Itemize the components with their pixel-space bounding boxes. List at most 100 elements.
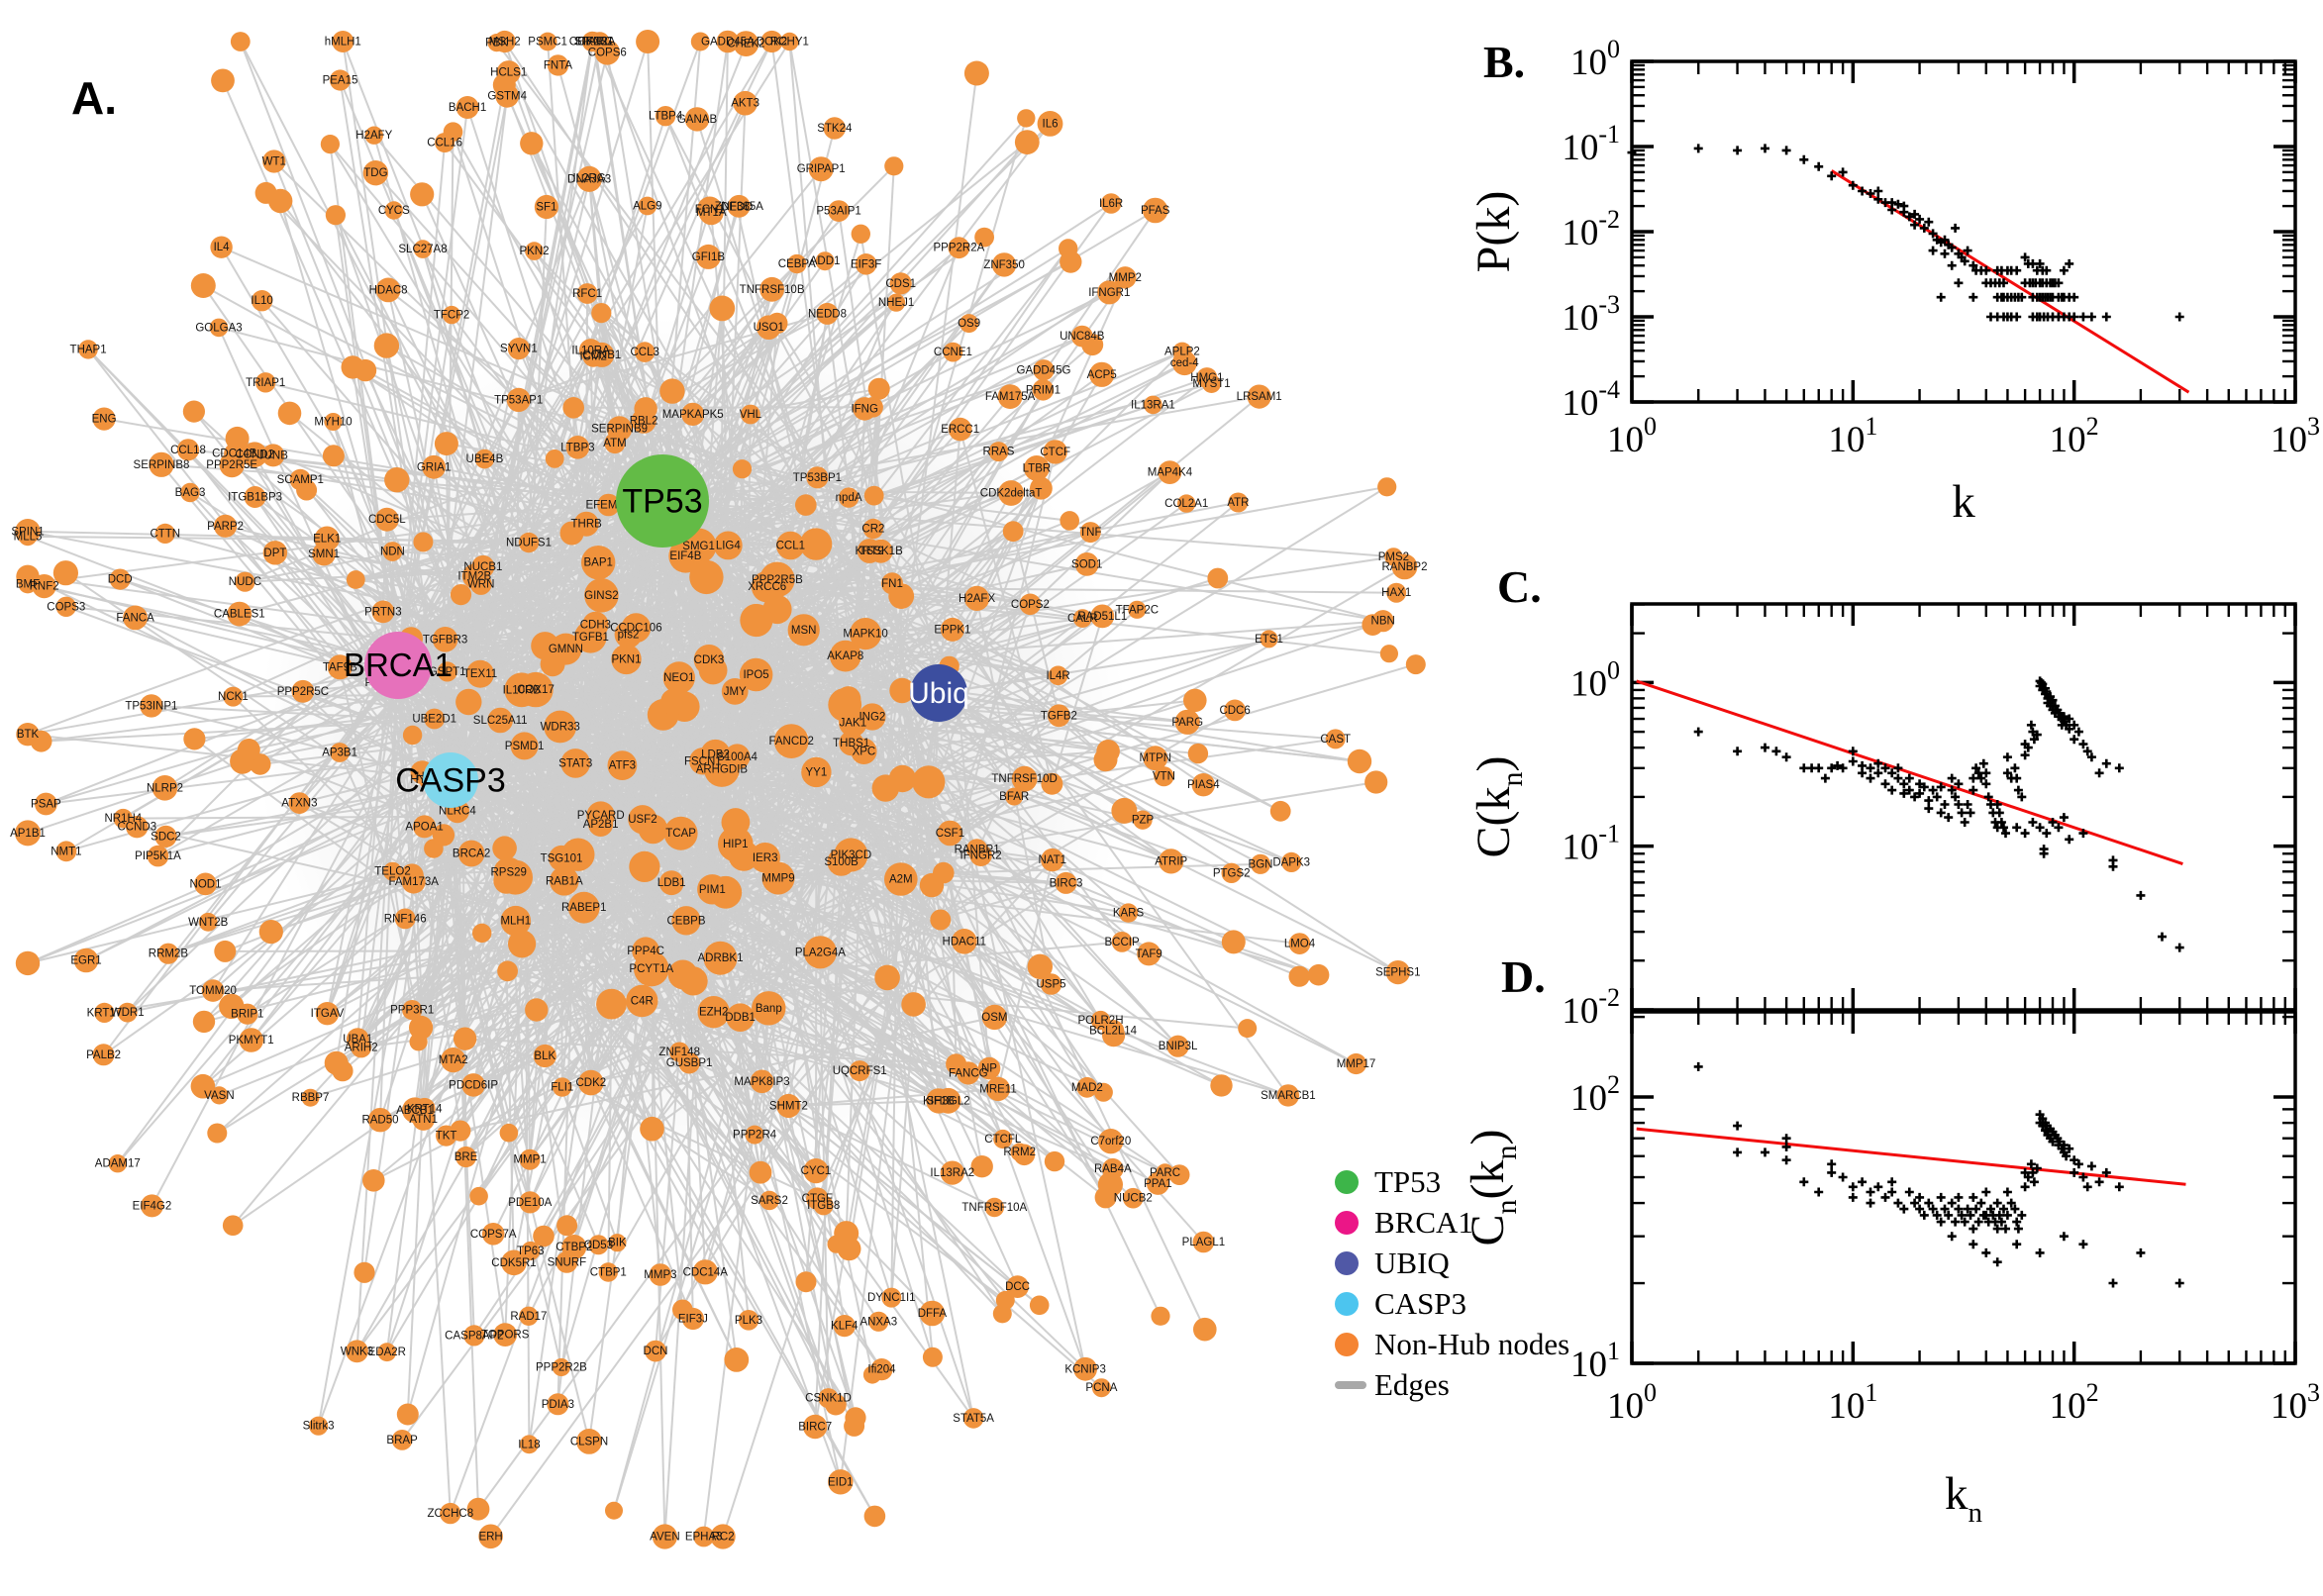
hub-node-brca1: BRCA1 — [344, 632, 453, 699]
svg-text:TP53AP1: TP53AP1 — [494, 394, 543, 406]
svg-text:EIF3J: EIF3J — [678, 1314, 708, 1326]
svg-text:CSNK1D: CSNK1D — [805, 1393, 852, 1405]
svg-text:ITGAV: ITGAV — [311, 1008, 345, 1020]
svg-text:RNF2: RNF2 — [30, 581, 59, 593]
svg-text:KARS: KARS — [1113, 908, 1145, 920]
svg-text:PMS2: PMS2 — [1378, 551, 1409, 563]
svg-text:CASP3: CASP3 — [395, 762, 506, 800]
svg-text:JAK1: JAK1 — [840, 717, 867, 729]
svg-text:AKT3: AKT3 — [731, 98, 759, 110]
svg-text:TP63: TP63 — [517, 1246, 545, 1257]
svg-text:PYCARD: PYCARD — [577, 810, 625, 822]
svg-text:PKN2: PKN2 — [519, 246, 549, 257]
svg-text:BRAP: BRAP — [386, 1435, 418, 1446]
svg-text:PIK3CD: PIK3CD — [831, 849, 872, 861]
svg-text:LTBR: LTBR — [1023, 462, 1052, 474]
svg-text:PEA15: PEA15 — [323, 75, 358, 87]
svg-text:IFNG: IFNG — [851, 403, 878, 415]
svg-text:MAPKAPK5: MAPKAPK5 — [662, 409, 724, 421]
svg-text:SHMT2: SHMT2 — [769, 1101, 808, 1113]
svg-text:A2M: A2M — [889, 874, 913, 886]
svg-text:COL2A1: COL2A1 — [1164, 498, 1208, 510]
svg-text:100: 100 — [1570, 35, 1620, 83]
svg-text:H2AFY: H2AFY — [355, 130, 392, 142]
legend-label: UBIQ — [1374, 1246, 1450, 1280]
svg-text:PTGS2: PTGS2 — [1213, 867, 1251, 879]
svg-text:MYST1: MYST1 — [1192, 378, 1230, 390]
svg-text:USP5: USP5 — [1036, 979, 1065, 991]
svg-text:FANCA: FANCA — [116, 612, 154, 624]
svg-text:DDB1: DDB1 — [725, 1012, 756, 1024]
svg-text:ATXN3: ATXN3 — [281, 798, 317, 810]
svg-text:HMG1: HMG1 — [1190, 372, 1223, 384]
svg-text:KRT17: KRT17 — [87, 1007, 123, 1019]
svg-text:PLAGL1: PLAGL1 — [1182, 1237, 1225, 1248]
svg-text:GADD45A: GADD45A — [701, 37, 755, 49]
svg-text:SNURF: SNURF — [548, 1256, 587, 1268]
svg-text:GOLGA3: GOLGA3 — [195, 322, 242, 334]
svg-text:k: k — [1952, 476, 1975, 528]
svg-text:TGFBR3: TGFBR3 — [423, 634, 467, 646]
svg-text:CEBPA: CEBPA — [778, 258, 816, 270]
svg-text:DAPK3: DAPK3 — [1272, 856, 1310, 868]
scatter-points-c — [1693, 676, 2184, 952]
svg-text:ICM2: ICM2 — [579, 350, 606, 362]
svg-text:TFCP2: TFCP2 — [434, 310, 469, 322]
legend-item-tp53: TP53 — [1335, 1164, 1569, 1199]
svg-text:CALR: CALR — [1067, 613, 1098, 625]
svg-text:100: 100 — [1607, 1378, 1657, 1427]
svg-text:DPT: DPT — [263, 548, 286, 559]
svg-text:H2AFX: H2AFX — [959, 593, 995, 605]
svg-text:IL10: IL10 — [251, 295, 272, 307]
fit-line-c — [1636, 679, 2183, 865]
svg-text:MAPK8IP3: MAPK8IP3 — [734, 1076, 789, 1088]
svg-text:NUDC: NUDC — [229, 576, 261, 588]
svg-text:TNFRSF10D: TNFRSF10D — [991, 773, 1057, 785]
svg-text:YY1: YY1 — [806, 766, 828, 778]
svg-text:BACH1: BACH1 — [449, 102, 486, 114]
svg-text:LRSAM1: LRSAM1 — [1237, 391, 1282, 403]
svg-text:CTBP2: CTBP2 — [556, 1242, 592, 1253]
svg-text:ZNF350: ZNF350 — [983, 259, 1025, 271]
svg-text:BRE: BRE — [454, 1151, 478, 1163]
svg-text:IFNGR1: IFNGR1 — [1088, 287, 1130, 299]
svg-text:SPIN1: SPIN1 — [11, 526, 44, 538]
svg-text:SEPHS1: SEPHS1 — [1375, 967, 1420, 979]
hub-node-ubiq: Ubiq — [908, 664, 969, 722]
svg-text:STAT5A: STAT5A — [953, 1413, 994, 1425]
svg-text:ZNF148: ZNF148 — [658, 1047, 700, 1058]
svg-text:EIF4B: EIF4B — [669, 550, 701, 562]
svg-text:CTCFL: CTCFL — [984, 1134, 1022, 1146]
svg-text:ITGB1BP3: ITGB1BP3 — [228, 492, 282, 504]
svg-text:102: 102 — [2050, 1378, 2099, 1427]
svg-text:IL6R: IL6R — [1099, 198, 1123, 210]
svg-text:PFAS: PFAS — [1141, 205, 1170, 217]
svg-text:ZNF385A: ZNF385A — [715, 201, 764, 213]
svg-text:IL10RA: IL10RA — [571, 345, 610, 356]
svg-text:PPP2R5C: PPP2R5C — [277, 686, 329, 698]
svg-text:Banp: Banp — [756, 1003, 782, 1015]
legend-label: BRCA1 — [1374, 1205, 1473, 1240]
svg-text:PIM1: PIM1 — [699, 884, 726, 896]
svg-text:ZCCHC8: ZCCHC8 — [427, 1508, 473, 1520]
svg-text:KRT9: KRT9 — [855, 546, 883, 557]
svg-text:NEDD8: NEDD8 — [808, 308, 847, 320]
svg-text:SCAMP1: SCAMP1 — [277, 474, 324, 486]
svg-text:TP53INP1: TP53INP1 — [125, 700, 177, 712]
svg-text:EZH2: EZH2 — [699, 1007, 728, 1019]
svg-text:TELO2: TELO2 — [374, 866, 410, 878]
svg-text:IER3: IER3 — [753, 852, 778, 864]
fit-line-d — [1636, 1127, 2186, 1186]
svg-text:OSM: OSM — [981, 1012, 1007, 1024]
svg-text:THRB: THRB — [571, 519, 603, 531]
svg-text:ced-4: ced-4 — [1170, 357, 1199, 369]
legend-label: CASP3 — [1374, 1286, 1467, 1321]
svg-text:TFAP2C: TFAP2C — [1116, 604, 1159, 616]
svg-text:CASP8AP2: CASP8AP2 — [445, 1330, 503, 1342]
svg-text:CLSPN: CLSPN — [570, 1436, 608, 1447]
svg-text:IPO5: IPO5 — [743, 669, 768, 681]
svg-text:PLK3: PLK3 — [735, 1315, 762, 1327]
svg-text:CCND3: CCND3 — [117, 822, 156, 834]
svg-text:BTK: BTK — [17, 729, 40, 741]
network-legend: TP53 BRCA1 UBIQ CASP3 Non-Hub nodes Edge… — [1335, 1164, 1569, 1410]
